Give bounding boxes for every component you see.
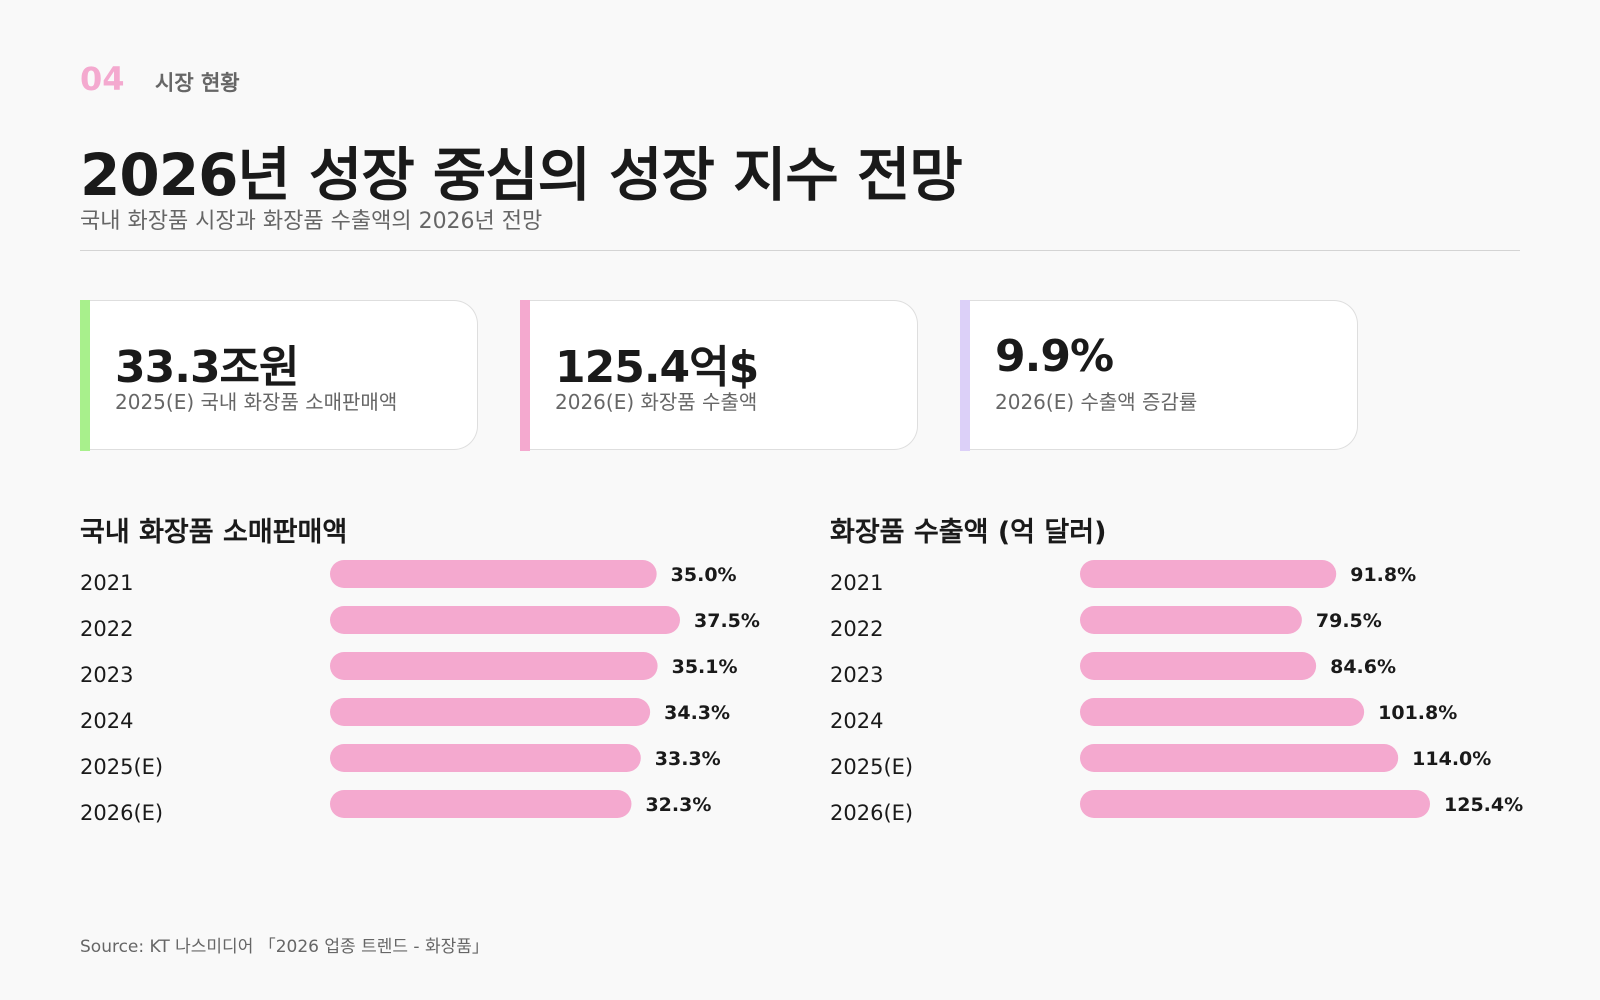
value-label: 32.3% [645, 794, 711, 816]
value-label: 35.0% [671, 564, 737, 586]
chart-title: 국내 화장품 소매판매액 [80, 517, 348, 548]
bar [330, 744, 641, 772]
page-title: 2026년 성장 중심의 성장 지수 전망 [80, 141, 963, 209]
category-label: 2024 [80, 709, 133, 733]
export-chart: 화장품 수출액 (억 달러) 2021 91.8% 2022 79.5% 2023 84.… [830, 510, 1590, 840]
bar [1080, 606, 1302, 634]
section-number: 04 [80, 60, 125, 98]
value-label: 101.8% [1378, 702, 1457, 724]
category-label: 2026(E) [830, 801, 913, 825]
category-label: 2026(E) [80, 801, 163, 825]
bar [330, 606, 680, 634]
bar [330, 698, 651, 726]
category-label: 2022 [80, 617, 133, 641]
category-label: 2025(E) [80, 755, 163, 779]
kpi-value: 33.3조원 [115, 342, 300, 393]
header-divider [80, 250, 1520, 251]
value-label: 84.6% [1330, 656, 1396, 678]
bar [1080, 790, 1430, 818]
kpi-card-export: 125.4억$ 2026(E) 화장품 수출액 [520, 299, 918, 451]
value-label: 33.3% [655, 748, 721, 770]
kpi-card-growth: 9.9% 2026(E) 수출액 증감률 [960, 299, 1358, 451]
kpi-label: 2025(E) 국내 화장품 소매판매액 [115, 390, 398, 414]
bar [1080, 652, 1317, 680]
section-header: 04 시장 현황 [80, 60, 240, 98]
kpi-card-retail: 33.3조원 2025(E) 국내 화장품 소매판매액 [80, 299, 478, 451]
retail-sales-bars: 2021 35.0% 2022 37.5% 2023 35.1% 2024 34.3% 2025… [80, 560, 760, 825]
bar [330, 560, 657, 588]
value-label: 35.1% [672, 656, 738, 678]
value-label: 125.4% [1444, 794, 1523, 816]
section-label: 시장 현황 [155, 71, 240, 95]
category-label: 2024 [830, 709, 883, 733]
source-note: Source: KT 나스미디어 「2026 업종 트렌드 - 화장품」 [80, 937, 489, 957]
category-label: 2023 [830, 663, 883, 687]
bar [1080, 560, 1337, 588]
category-label: 2021 [80, 571, 133, 595]
value-label: 34.3% [664, 702, 730, 724]
chart-title: 화장품 수출액 (억 달러) [830, 517, 1107, 548]
kpi-value: 9.9% [995, 331, 1114, 382]
bar [1080, 698, 1365, 726]
kpi-value: 125.4억$ [555, 342, 759, 393]
category-label: 2025(E) [830, 755, 913, 779]
value-label: 37.5% [694, 610, 760, 632]
kpi-accent-bar [80, 299, 90, 451]
page-subtitle: 국내 화장품 시장과 화장품 수출액의 2026년 전망 [80, 209, 543, 234]
bar [1080, 744, 1399, 772]
kpi-accent-bar [520, 299, 530, 451]
kpi-accent-bar [960, 299, 970, 451]
category-label: 2021 [830, 571, 883, 595]
category-label: 2023 [80, 663, 133, 687]
retail-sales-chart: 국내 화장품 소매판매액 2021 35.0% 2022 37.5% 2023 35.1%… [80, 510, 840, 840]
category-label: 2022 [830, 617, 883, 641]
value-label: 114.0% [1412, 748, 1491, 770]
value-label: 79.5% [1316, 610, 1382, 632]
kpi-label: 2026(E) 수출액 증감률 [995, 390, 1198, 414]
export-bars: 2021 91.8% 2022 79.5% 2023 84.6% 2024 101.8% 202… [830, 560, 1523, 825]
kpi-label: 2026(E) 화장품 수출액 [555, 390, 758, 414]
bar [330, 652, 658, 680]
value-label: 91.8% [1350, 564, 1416, 586]
bar [330, 790, 632, 818]
